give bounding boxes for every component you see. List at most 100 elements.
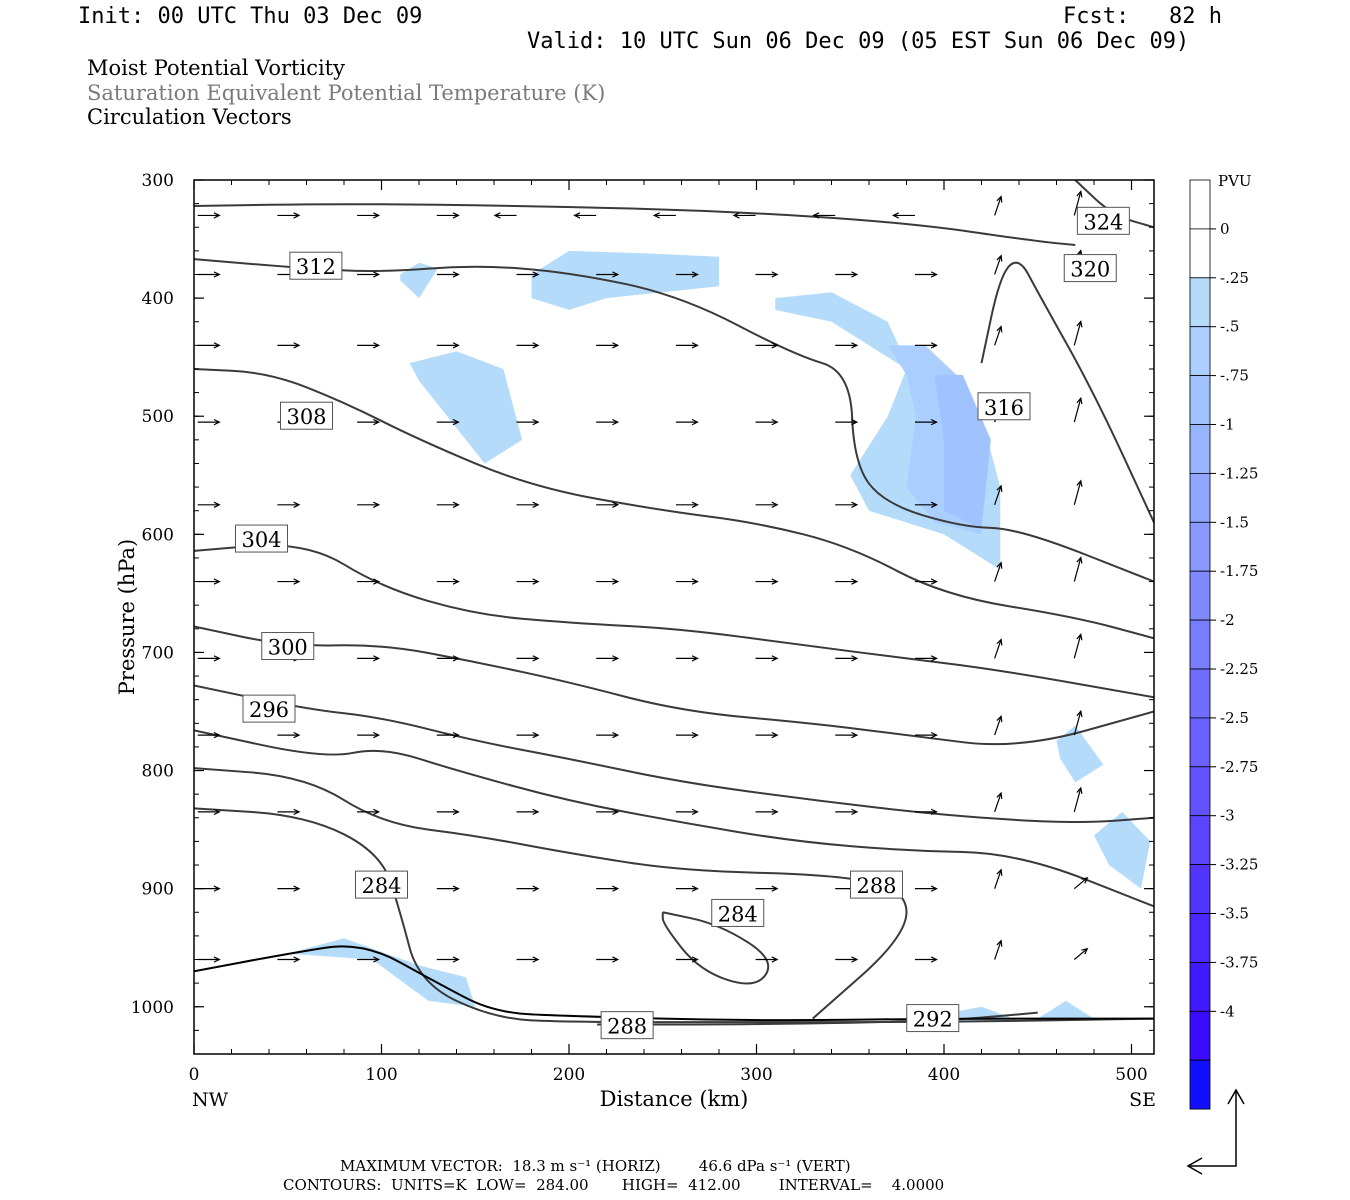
colorbar-swatch-14 xyxy=(1189,864,1211,914)
circulation-vector xyxy=(994,485,1002,505)
contour-label-box-6 xyxy=(261,632,315,661)
circulation-vector-head xyxy=(996,638,1003,646)
colorbar-label-0: 0 xyxy=(1220,220,1230,238)
circulation-vector-head xyxy=(930,342,938,349)
circulation-vector-head xyxy=(691,578,699,585)
circulation-vector-head xyxy=(293,501,301,508)
circulation-vector-head xyxy=(532,808,540,816)
pv-region-1 xyxy=(531,250,719,310)
circulation-vector-head xyxy=(612,731,620,739)
circulation-vector-head xyxy=(1076,709,1083,718)
circulation-vector-head xyxy=(452,271,460,278)
valid-time: Valid: 10 UTC Sun 06 Dec 09 (05 EST Sun … xyxy=(527,29,1190,54)
colorbar-label-5: -1.25 xyxy=(1220,464,1258,482)
colorbar-swatch-12 xyxy=(1189,766,1211,817)
circulation-vector-head xyxy=(1076,633,1083,641)
circulation-vector-head xyxy=(373,578,381,585)
y-tick-label-400: 400 xyxy=(142,289,174,309)
circulation-vector-head xyxy=(996,254,1003,262)
circulation-vector xyxy=(1073,787,1082,813)
theta-contour-324-0 xyxy=(194,203,1076,246)
circulation-vector xyxy=(1073,877,1088,890)
circulation-vector-head xyxy=(1076,556,1083,564)
circulation-vector-head xyxy=(851,731,859,739)
colorbar-swatch-16 xyxy=(1189,962,1211,1012)
circulation-vector-head xyxy=(691,501,699,508)
circulation-vector-head xyxy=(996,791,1003,800)
contour-label-316-3: 316 xyxy=(984,396,1024,420)
circulation-vector-head xyxy=(851,501,859,508)
contour-label-box-8 xyxy=(906,1004,960,1033)
colorbar-label-14: -3.5 xyxy=(1220,905,1249,923)
circulation-vector-head xyxy=(532,731,540,739)
circulation-vector-head xyxy=(771,885,779,892)
circulation-vector xyxy=(994,940,1002,960)
contour-label-box-2 xyxy=(289,251,343,280)
circulation-vector-head xyxy=(996,939,1003,947)
contour-label-284-10: 284 xyxy=(361,874,401,898)
theta-contour-292-8 xyxy=(194,729,1154,908)
contour-label-box-5 xyxy=(235,524,288,553)
colorbar-swatch-8 xyxy=(1189,570,1211,621)
y-axis-label: Pressure (hPa) xyxy=(115,539,139,695)
theta-contour-316-3 xyxy=(980,261,1154,523)
circulation-vector xyxy=(994,196,1002,216)
contour-label-box-12 xyxy=(600,1011,654,1040)
colorbar-label-11: -2.75 xyxy=(1220,758,1258,776)
y-tick-label-500: 500 xyxy=(142,407,174,427)
circulation-vector-head xyxy=(213,501,221,508)
colorbar-label-16: -4 xyxy=(1220,1002,1235,1020)
plot-area: 324 320 312 316 308 304 300 296 292 288 284 284 288 xyxy=(194,180,1154,1040)
circulation-vector-head xyxy=(452,731,460,739)
colorbar-swatch-5 xyxy=(1189,424,1211,474)
circulation-vector-head xyxy=(851,808,859,816)
circulation-vector-head xyxy=(612,808,620,816)
circulation-vector-head xyxy=(691,808,699,816)
theta-contour-284-11 xyxy=(661,911,770,985)
circulation-vector-head xyxy=(373,418,381,426)
circulation-vector-head xyxy=(373,342,381,349)
circulation-vector-head xyxy=(891,212,900,219)
colorbar-label-10: -2.5 xyxy=(1220,709,1249,727)
circulation-vector-head xyxy=(851,271,859,278)
circulation-vector-head xyxy=(532,501,540,508)
circulation-vector-head xyxy=(771,956,779,963)
contour-label-box-11 xyxy=(711,898,765,927)
x-end-label-left: NW xyxy=(192,1089,229,1111)
circulation-vector-head xyxy=(373,271,381,278)
circulation-vector xyxy=(994,639,1002,659)
circulation-vector-head xyxy=(452,212,460,219)
circulation-vector-head xyxy=(452,342,460,349)
x-tick-label-0: 0 xyxy=(189,1065,200,1085)
contour-label-box-0 xyxy=(1076,206,1130,235)
circulation-vector-head xyxy=(1076,479,1083,487)
theta-contour-300-6 xyxy=(194,625,1154,746)
circulation-vector-head xyxy=(851,342,859,349)
circulation-vector-head xyxy=(691,342,699,349)
circulation-vector-head xyxy=(532,885,540,892)
circulation-vector-head xyxy=(851,418,859,426)
circulation-vector-head xyxy=(930,501,938,508)
circulation-vector-head xyxy=(213,731,221,739)
circulation-vector xyxy=(994,326,1002,346)
circulation-vector-head xyxy=(213,212,221,219)
circulation-vector-head xyxy=(213,342,221,349)
colorbar-swatch-15 xyxy=(1189,913,1211,963)
circulation-vector xyxy=(994,792,1002,813)
circulation-vector-head xyxy=(930,655,938,662)
circulation-vector-head xyxy=(1076,320,1083,328)
y-tick-label-300: 300 xyxy=(142,171,174,191)
circulation-vector-head xyxy=(691,956,699,963)
circulation-vector xyxy=(1073,191,1082,216)
circulation-vector-head xyxy=(532,418,540,426)
circulation-vector-head xyxy=(532,342,540,349)
y-tick-label-600: 600 xyxy=(142,525,174,545)
circulation-vector-head xyxy=(691,418,699,426)
x-tick-label-500: 500 xyxy=(1115,1065,1147,1085)
x-axis-label: Distance (km) xyxy=(600,1087,749,1111)
circulation-vector-head xyxy=(691,885,699,892)
circulation-vector-head xyxy=(213,956,221,963)
circulation-vector-head xyxy=(612,578,620,585)
colorbar-swatch-4 xyxy=(1189,375,1211,425)
circulation-vector-head xyxy=(691,271,699,278)
